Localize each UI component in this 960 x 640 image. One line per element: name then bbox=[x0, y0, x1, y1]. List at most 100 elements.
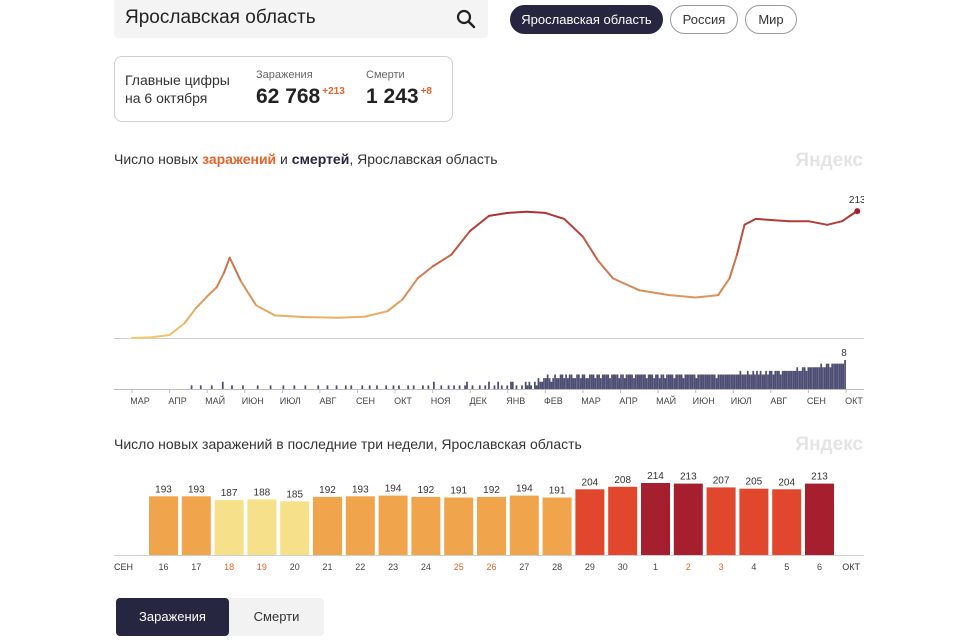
infections-last-value: 213 bbox=[849, 195, 864, 206]
bar-value-label: 204 bbox=[582, 477, 599, 488]
infections-line-segment bbox=[807, 220, 829, 226]
infections-line-segment bbox=[488, 211, 509, 217]
infections-line-segment bbox=[469, 214, 490, 232]
bar-value-label: 213 bbox=[811, 472, 828, 483]
deaths-last-value: 8 bbox=[841, 348, 847, 359]
infections-line-segment bbox=[668, 294, 697, 299]
infections-line-segment bbox=[168, 322, 186, 336]
bar bbox=[772, 489, 802, 555]
deaths-delta: +8 bbox=[420, 86, 432, 97]
deaths-label: Смерти bbox=[366, 69, 405, 81]
bar-chart-title: Число новых заражений в последние три не… bbox=[114, 436, 582, 452]
infections-line-segment bbox=[841, 214, 851, 223]
filter-yaroslavl-region[interactable]: Ярославская область bbox=[510, 5, 663, 34]
infections-line-segment bbox=[743, 217, 757, 226]
line-chart-title-mid: и bbox=[276, 151, 292, 167]
bar bbox=[673, 483, 703, 555]
bar-value-label: 191 bbox=[549, 486, 566, 497]
x-tick-label: ИЮЛ bbox=[731, 396, 752, 406]
cases-delta: +213 bbox=[322, 86, 345, 97]
infections-line-segment bbox=[597, 259, 614, 280]
bar bbox=[214, 500, 244, 555]
three-weeks-bar-chart: 1931619317187181881918520192211932219423… bbox=[114, 471, 864, 572]
infections-line-segment bbox=[728, 253, 738, 280]
bar-value-label: 192 bbox=[483, 485, 500, 496]
bar bbox=[280, 501, 310, 555]
bar-category-label: 30 bbox=[618, 562, 628, 572]
x-tick-label: НОЯ bbox=[431, 396, 451, 406]
search-value: Ярославская область bbox=[125, 7, 316, 28]
bar-value-label: 191 bbox=[450, 486, 467, 497]
infections-line-segment bbox=[401, 277, 419, 301]
infections-line-segment bbox=[255, 304, 276, 317]
deaths-block: Смерти 1 243 +8 bbox=[366, 69, 432, 109]
infections-line-segment bbox=[638, 289, 671, 297]
x-tick-label: ОКТ bbox=[394, 396, 412, 406]
infections-line-segment bbox=[769, 219, 791, 223]
infections-line-segment bbox=[694, 294, 720, 299]
line-chart-title-deaths: смертей bbox=[291, 151, 350, 167]
bar-value-label: 192 bbox=[319, 485, 336, 496]
infections-last-point bbox=[854, 208, 861, 215]
infections-line-segment bbox=[215, 271, 226, 289]
infections-line-segment bbox=[337, 315, 366, 319]
infections-line-segment bbox=[581, 235, 599, 262]
bar-value-label: 193 bbox=[155, 484, 172, 495]
bar bbox=[575, 489, 605, 555]
infections-line-segment bbox=[183, 307, 197, 325]
infections-line-segment bbox=[303, 316, 340, 319]
month-end-label: ОКТ bbox=[842, 562, 860, 572]
deaths-histogram-bars bbox=[190, 360, 846, 389]
bar-category-label: 20 bbox=[290, 562, 300, 572]
infections-line-segment bbox=[386, 298, 404, 313]
summary-date: на 6 октября bbox=[125, 90, 208, 106]
bar-category-label: 5 bbox=[784, 562, 789, 572]
search-input[interactable]: Ярославская область bbox=[114, 0, 488, 38]
infections-line-segment bbox=[450, 229, 472, 256]
bar-category-label: 1 bbox=[653, 562, 658, 572]
bar-category-label: 4 bbox=[751, 562, 756, 572]
cases-total: 62 768 bbox=[256, 85, 321, 108]
search-icon[interactable] bbox=[456, 9, 476, 29]
x-tick-label: МАР bbox=[581, 396, 601, 406]
infections-line-segment bbox=[544, 211, 566, 220]
bar bbox=[608, 486, 638, 555]
bar-category-label: 24 bbox=[421, 562, 431, 572]
bar bbox=[805, 483, 834, 555]
metric-tabs: Заражения Смерти bbox=[116, 598, 324, 636]
infections-line-segment bbox=[506, 210, 528, 214]
bar bbox=[247, 499, 277, 555]
deaths-value: 1 243 +8 bbox=[366, 85, 432, 109]
bar-value-label: 213 bbox=[680, 472, 697, 483]
bar-category-label: 17 bbox=[191, 562, 201, 572]
x-tick-label: АПР bbox=[619, 396, 637, 406]
infections-line-segment bbox=[612, 277, 641, 292]
bar bbox=[542, 497, 572, 555]
bar-category-label: 28 bbox=[552, 562, 562, 572]
tab-infections[interactable]: Заражения bbox=[116, 598, 229, 636]
bar-value-label: 188 bbox=[254, 487, 271, 498]
bar-value-label: 185 bbox=[286, 489, 303, 500]
bar-value-label: 205 bbox=[746, 477, 763, 488]
x-tick-label: СЕН bbox=[807, 396, 826, 406]
bar bbox=[345, 496, 375, 555]
infections-line-segment bbox=[717, 277, 731, 297]
infections-line-segment bbox=[431, 253, 453, 268]
line-chart-title-infections: заражений bbox=[202, 151, 277, 167]
deaths-total: 1 243 bbox=[366, 85, 419, 108]
x-tick-label: ДЕК bbox=[470, 396, 488, 406]
x-tick-label: ИЮН bbox=[693, 396, 715, 406]
bar bbox=[509, 495, 539, 555]
filter-russia[interactable]: Россия bbox=[670, 5, 738, 34]
infections-line-segment bbox=[273, 314, 306, 319]
filter-world[interactable]: Мир bbox=[745, 5, 797, 34]
tab-deaths[interactable]: Смерти bbox=[253, 609, 300, 624]
bar bbox=[378, 495, 408, 555]
bar-category-label: 29 bbox=[585, 562, 595, 572]
cases-label: Заражения bbox=[256, 69, 313, 81]
bar-category-label: 23 bbox=[388, 562, 398, 572]
bar bbox=[411, 496, 441, 555]
infections-line-segment bbox=[194, 295, 209, 310]
x-tick-label: МАР bbox=[130, 396, 150, 406]
x-tick-label: ИЮН bbox=[242, 396, 264, 406]
